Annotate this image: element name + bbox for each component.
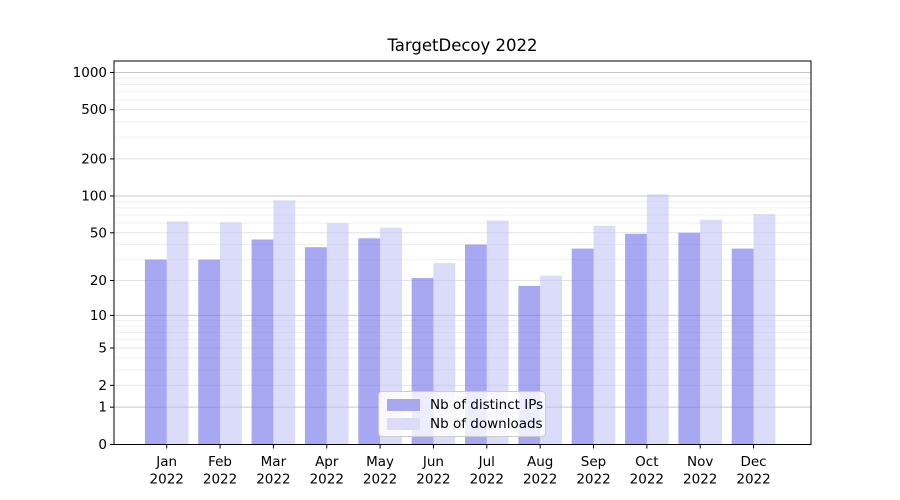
bar-downloads-may <box>380 227 402 445</box>
y-tick-label: 500 <box>81 102 107 118</box>
x-tick-label: Feb 2022 <box>203 454 237 488</box>
y-tick-label: 1 <box>98 400 107 416</box>
x-tick-label: Sep 2022 <box>576 454 610 488</box>
bar-downloads-dec <box>753 214 776 445</box>
bar-distinct-ips-mar <box>251 239 274 445</box>
bar-downloads-feb <box>220 222 242 445</box>
bar-downloads-nov <box>700 219 722 445</box>
bar-distinct-ips-apr <box>304 247 327 445</box>
legend: Nb of distinct IPs Nb of downloads <box>378 391 546 437</box>
bar-distinct-ips-jan <box>144 259 167 445</box>
bar-downloads-sep <box>593 225 616 445</box>
x-tick-label: Aug 2022 <box>523 454 557 488</box>
bar-downloads-oct <box>646 194 669 445</box>
y-tick-label: 0 <box>98 437 107 453</box>
chart-title: TargetDecoy 2022 <box>387 36 538 55</box>
bar-distinct-ips-sep <box>571 248 594 445</box>
y-tick-label: 20 <box>90 273 107 289</box>
plot-border <box>113 60 812 445</box>
y-tick-label: 2 <box>98 378 107 394</box>
legend-swatch-distinct-ips <box>387 398 420 411</box>
x-tick-label: Apr 2022 <box>310 454 344 488</box>
y-tick-label: 1000 <box>73 65 107 81</box>
y-tick-label: 200 <box>81 151 107 167</box>
x-tick-label: Mar 2022 <box>256 454 290 488</box>
x-tick-label: Jan 2022 <box>150 454 184 488</box>
legend-item-distinct-ips: Nb of distinct IPs <box>387 397 543 413</box>
x-tick-label: Dec 2022 <box>736 454 770 488</box>
legend-item-downloads: Nb of downloads <box>387 416 543 432</box>
x-tick-label: Jun 2022 <box>416 454 450 488</box>
bar-distinct-ips-dec <box>731 248 754 445</box>
y-tick-label: 50 <box>90 225 107 241</box>
bar-downloads-apr <box>326 223 349 445</box>
x-tick-label: May 2022 <box>363 454 397 488</box>
bar-distinct-ips-nov <box>678 232 701 445</box>
x-tick-label: Oct 2022 <box>630 454 664 488</box>
x-tick-label: Jul 2022 <box>470 454 504 488</box>
y-tick-label: 5 <box>98 341 107 357</box>
bar-downloads-jul <box>486 220 509 445</box>
bar-distinct-ips-may <box>358 238 381 445</box>
legend-label-downloads: Nb of downloads <box>430 415 543 432</box>
y-tick-label: 10 <box>90 308 107 324</box>
y-tick-label: 100 <box>81 188 107 204</box>
legend-label-distinct-ips: Nb of distinct IPs <box>430 396 544 413</box>
bar-distinct-ips-oct <box>625 233 647 445</box>
legend-swatch-downloads <box>387 417 420 430</box>
x-tick-label: Nov 2022 <box>683 454 717 488</box>
bar-downloads-jan <box>166 221 189 445</box>
bar-downloads-mar <box>273 200 296 445</box>
bar-distinct-ips-feb <box>198 259 221 445</box>
